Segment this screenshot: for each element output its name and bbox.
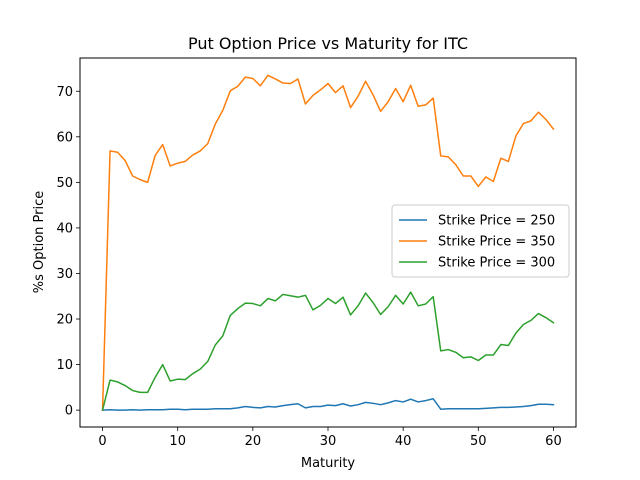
legend: Strike Price = 250 Strike Price = 350 Stri… <box>391 204 570 278</box>
series-line-1 <box>101 74 555 411</box>
legend-frame <box>391 204 570 278</box>
plot-area <box>101 74 555 412</box>
series-line-0 <box>101 398 555 411</box>
legend-label-2: Strike Price = 300 <box>438 256 555 271</box>
y-tick-label-7: 70 <box>56 85 73 100</box>
x-tick-label-0: 0 <box>98 434 106 449</box>
x-axis-label: Maturity <box>301 456 356 471</box>
y-tick-label-6: 60 <box>56 130 73 145</box>
y-tick-label-0: 0 <box>65 404 73 419</box>
x-tick-label-5: 50 <box>470 434 487 449</box>
legend-label-1: Strike Price = 350 <box>438 235 555 250</box>
x-tick-label-2: 20 <box>245 434 262 449</box>
x-tick-label-1: 10 <box>169 434 186 449</box>
x-axis: 0 10 20 30 40 50 60 <box>98 427 562 449</box>
chart-title: Put Option Price vs Maturity for ITC <box>188 34 468 53</box>
y-tick-label-1: 10 <box>56 358 73 373</box>
x-tick-label-3: 30 <box>320 434 337 449</box>
y-tick-label-4: 40 <box>56 221 73 236</box>
x-tick-label-4: 40 <box>395 434 412 449</box>
series-line-2 <box>101 291 555 412</box>
y-axis-label: %s Option Price <box>32 191 47 294</box>
y-axis: 0 10 20 30 40 50 60 70 <box>56 85 80 419</box>
x-tick-label-6: 60 <box>545 434 562 449</box>
y-tick-label-2: 20 <box>56 313 73 328</box>
legend-label-0: Strike Price = 250 <box>438 214 555 229</box>
y-tick-label-5: 50 <box>56 176 73 191</box>
y-tick-label-3: 30 <box>56 267 73 282</box>
